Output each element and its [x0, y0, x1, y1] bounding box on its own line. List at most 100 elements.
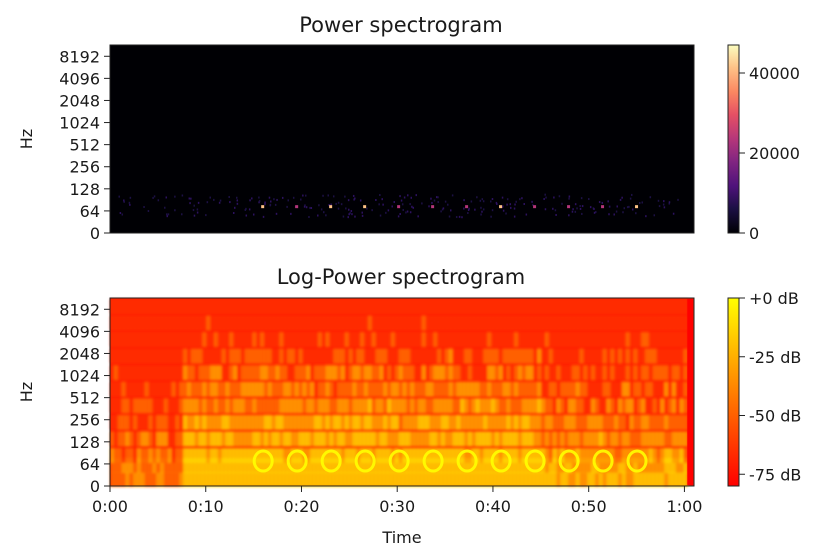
spectrogram-cell — [610, 381, 615, 397]
spectrogram-cell — [171, 458, 177, 474]
spectrogram-cell — [479, 458, 484, 474]
spectrogram-cell — [352, 448, 357, 464]
y-tick-label: 512 — [69, 136, 100, 155]
spectrogram-cell — [421, 298, 427, 314]
spectrogram-cell — [237, 365, 242, 381]
spectrogram-cell — [625, 414, 631, 430]
spectrogram-cell — [451, 194, 454, 197]
spectrogram-cell — [417, 215, 419, 218]
spectrogram-cell — [601, 201, 604, 204]
spectrogram-cell — [340, 315, 346, 331]
spectrogram-cell — [475, 365, 481, 381]
spectrogram-cell — [541, 348, 546, 364]
spectrogram-cell — [394, 332, 400, 348]
spectrogram-cell — [402, 448, 407, 464]
spectrogram-cell — [225, 332, 230, 348]
spectrogram-cell — [333, 332, 338, 348]
spectrogram-cell — [160, 414, 165, 430]
spectrogram-cell — [175, 472, 180, 487]
spectrogram-cell — [302, 194, 304, 197]
spectrogram-cell — [283, 448, 288, 464]
spectrogram-cell — [471, 365, 477, 381]
spectrogram-cell — [251, 197, 253, 200]
spectrogram-cell — [221, 448, 227, 464]
spectrogram-cell — [267, 381, 273, 397]
spectrogram-cell — [390, 398, 396, 414]
spectrogram-cell — [237, 458, 242, 474]
log-power-spectrogram-marks — [110, 298, 693, 487]
spectrogram-cell — [450, 209, 452, 212]
spectrogram-cell — [383, 365, 388, 381]
spectrogram-cell — [213, 198, 215, 201]
spectrogram-cell — [437, 315, 442, 331]
spectrogram-cell — [544, 193, 546, 196]
spectrogram-cell — [552, 448, 558, 464]
spectrogram-cell — [425, 298, 431, 314]
spectrogram-cell — [292, 196, 295, 199]
spectrogram-cell — [421, 414, 427, 430]
spectrogram-cell — [548, 348, 554, 364]
spectrogram-cell — [633, 398, 638, 414]
spectrogram-cell — [560, 315, 565, 331]
spectrogram-cell — [156, 348, 161, 364]
spectrogram-cell — [110, 332, 115, 348]
spectrogram-cell — [616, 205, 618, 208]
spectrogram-cell — [675, 298, 681, 314]
spectrogram-cell — [625, 431, 631, 447]
spectrogram-cell — [110, 431, 115, 447]
spectrogram-cell — [144, 472, 150, 487]
spectrogram-cell — [587, 365, 592, 381]
spectrogram-cell — [537, 458, 542, 474]
spectrogram-cell — [156, 315, 161, 331]
spectrogram-cell — [171, 472, 177, 487]
spectrogram-cell — [337, 332, 342, 348]
spectrogram-cell — [541, 431, 546, 447]
spectrogram-cell — [545, 196, 547, 199]
spectrogram-cell — [302, 414, 307, 430]
spectrogram-cell — [275, 381, 280, 397]
spectrogram-cell — [440, 210, 442, 213]
spectrogram-cell — [119, 212, 122, 215]
spectrogram-cell — [479, 381, 484, 397]
spectrogram-cell — [429, 458, 434, 474]
spectrogram-cell — [133, 458, 138, 474]
spectrogram-cell — [510, 348, 515, 364]
spectrogram-cell — [452, 458, 457, 474]
spectrogram-cell — [140, 381, 146, 397]
spectrogram-cell — [390, 332, 396, 348]
spectrogram-cell — [552, 458, 558, 474]
spectrogram-cell — [480, 206, 482, 209]
spectrogram-cell — [411, 205, 413, 208]
spectrogram-cell — [637, 381, 642, 397]
spectrogram-cell — [523, 203, 525, 206]
spectrogram-cell — [356, 381, 361, 397]
spectrogram-peak — [635, 205, 639, 209]
spectrogram-cell — [602, 332, 608, 348]
spectrogram-cell — [279, 458, 284, 474]
spectrogram-cell — [229, 365, 234, 381]
spectrogram-cell — [502, 365, 508, 381]
spectrogram-cell — [294, 381, 300, 397]
spectrogram-cell — [652, 431, 658, 447]
spectrogram-cell — [529, 381, 534, 397]
spectrogram-cell — [236, 202, 239, 205]
spectrogram-cell — [467, 472, 473, 487]
spectrogram-cell — [591, 298, 596, 314]
spectrogram-cell — [136, 298, 142, 314]
spectrogram-cell — [475, 448, 481, 464]
spectrogram-cell — [652, 398, 658, 414]
spectrogram-cell — [240, 381, 246, 397]
spectrogram-cell — [567, 381, 573, 397]
spectrogram-cell — [194, 315, 200, 331]
spectrogram-cell — [337, 381, 342, 397]
spectrogram-cell — [179, 472, 184, 487]
spectrogram-cell — [417, 348, 423, 364]
spectrogram-cell — [440, 332, 446, 348]
spectrogram-cell — [129, 448, 134, 464]
spectrogram-cell — [491, 381, 496, 397]
spectrogram-cell — [375, 431, 381, 447]
spectrogram-cell — [152, 196, 154, 199]
spectrogram-cell — [140, 315, 146, 331]
spectrogram-cell — [283, 365, 288, 381]
spectrogram-cell — [340, 365, 346, 381]
